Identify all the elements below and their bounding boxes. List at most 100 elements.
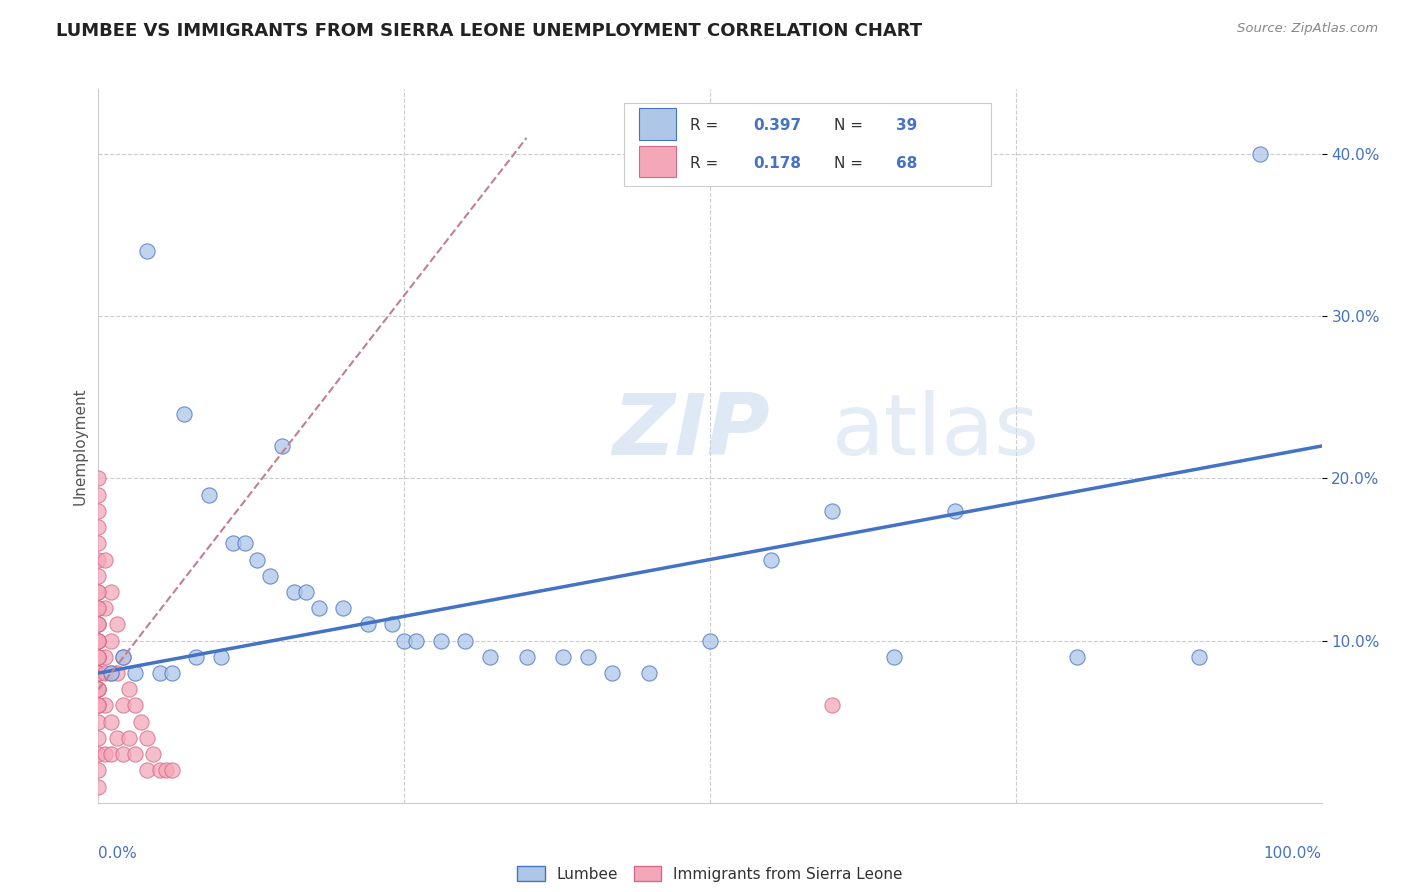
Point (160, 764, 183, 778)
Point (124, 747, 146, 761)
Point (381, 617, 404, 632)
Point (129, 714, 152, 729)
Point (87, 682, 110, 697)
Point (87, 698, 110, 713)
Point (356, 617, 378, 632)
Point (93, 649, 115, 664)
Point (637, 666, 661, 681)
Point (1249, 147, 1271, 161)
Point (100, 714, 122, 729)
Point (87, 601, 110, 615)
Point (87, 666, 110, 681)
Point (118, 682, 141, 697)
Point (136, 244, 159, 259)
Point (87, 666, 110, 681)
Point (93, 747, 115, 761)
Point (93, 666, 115, 681)
Point (197, 488, 219, 502)
Y-axis label: Unemployment: Unemployment (72, 387, 87, 505)
Point (124, 698, 146, 713)
Point (478, 649, 501, 664)
Point (93, 601, 115, 615)
Point (87, 649, 110, 664)
Point (87, 633, 110, 648)
Point (209, 649, 232, 664)
Point (270, 439, 294, 453)
Point (87, 585, 110, 599)
Point (155, 764, 177, 778)
Point (1066, 649, 1088, 664)
Point (105, 731, 128, 745)
Point (87, 764, 110, 778)
Text: 0.0%: 0.0% (98, 846, 138, 861)
Point (111, 747, 134, 761)
Point (295, 585, 318, 599)
Point (93, 698, 115, 713)
Point (87, 633, 110, 648)
Point (87, 666, 110, 681)
Point (600, 666, 623, 681)
Point (87, 617, 110, 632)
Point (105, 617, 128, 632)
Point (100, 585, 122, 599)
Point (821, 698, 844, 713)
Point (699, 633, 721, 648)
Point (761, 552, 783, 566)
Text: LUMBEE VS IMMIGRANTS FROM SIERRA LEONE UNEMPLOYMENT CORRELATION CHART: LUMBEE VS IMMIGRANTS FROM SIERRA LEONE U… (56, 22, 922, 40)
Point (87, 471, 110, 485)
Point (87, 714, 110, 729)
Point (87, 520, 110, 534)
Point (883, 649, 905, 664)
Text: atlas: atlas (832, 390, 1040, 474)
Point (87, 552, 110, 566)
Point (136, 764, 159, 778)
Point (308, 601, 330, 615)
Point (87, 504, 110, 518)
Point (124, 666, 146, 681)
Point (87, 698, 110, 713)
Point (87, 666, 110, 681)
Point (87, 731, 110, 745)
Point (87, 488, 110, 502)
Point (332, 601, 354, 615)
Point (160, 666, 183, 681)
Point (392, 633, 416, 648)
Point (233, 536, 256, 550)
Point (576, 649, 599, 664)
Point (87, 666, 110, 681)
Point (515, 649, 537, 664)
Legend: Lumbee, Immigrants from Sierra Leone: Lumbee, Immigrants from Sierra Leone (510, 860, 910, 888)
Point (111, 649, 134, 664)
Point (454, 633, 477, 648)
Point (405, 633, 427, 648)
Point (105, 666, 128, 681)
Text: Source: ZipAtlas.com: Source: ZipAtlas.com (1237, 22, 1378, 36)
Point (87, 649, 110, 664)
Point (173, 407, 195, 421)
Point (136, 731, 159, 745)
Point (149, 764, 172, 778)
Point (87, 780, 110, 794)
Point (87, 649, 110, 664)
Point (87, 601, 110, 615)
Point (87, 747, 110, 761)
Point (118, 731, 141, 745)
Text: ZIP: ZIP (612, 390, 770, 474)
Point (186, 649, 208, 664)
Point (87, 617, 110, 632)
Point (111, 698, 134, 713)
Point (943, 504, 966, 518)
Point (87, 682, 110, 697)
Point (142, 747, 165, 761)
Point (87, 682, 110, 697)
Point (246, 552, 269, 566)
Point (87, 585, 110, 599)
Point (111, 649, 134, 664)
Point (100, 633, 122, 648)
Point (87, 698, 110, 713)
Point (100, 666, 122, 681)
Point (259, 568, 281, 582)
Point (87, 568, 110, 582)
Text: 100.0%: 100.0% (1264, 846, 1322, 861)
Point (100, 747, 122, 761)
